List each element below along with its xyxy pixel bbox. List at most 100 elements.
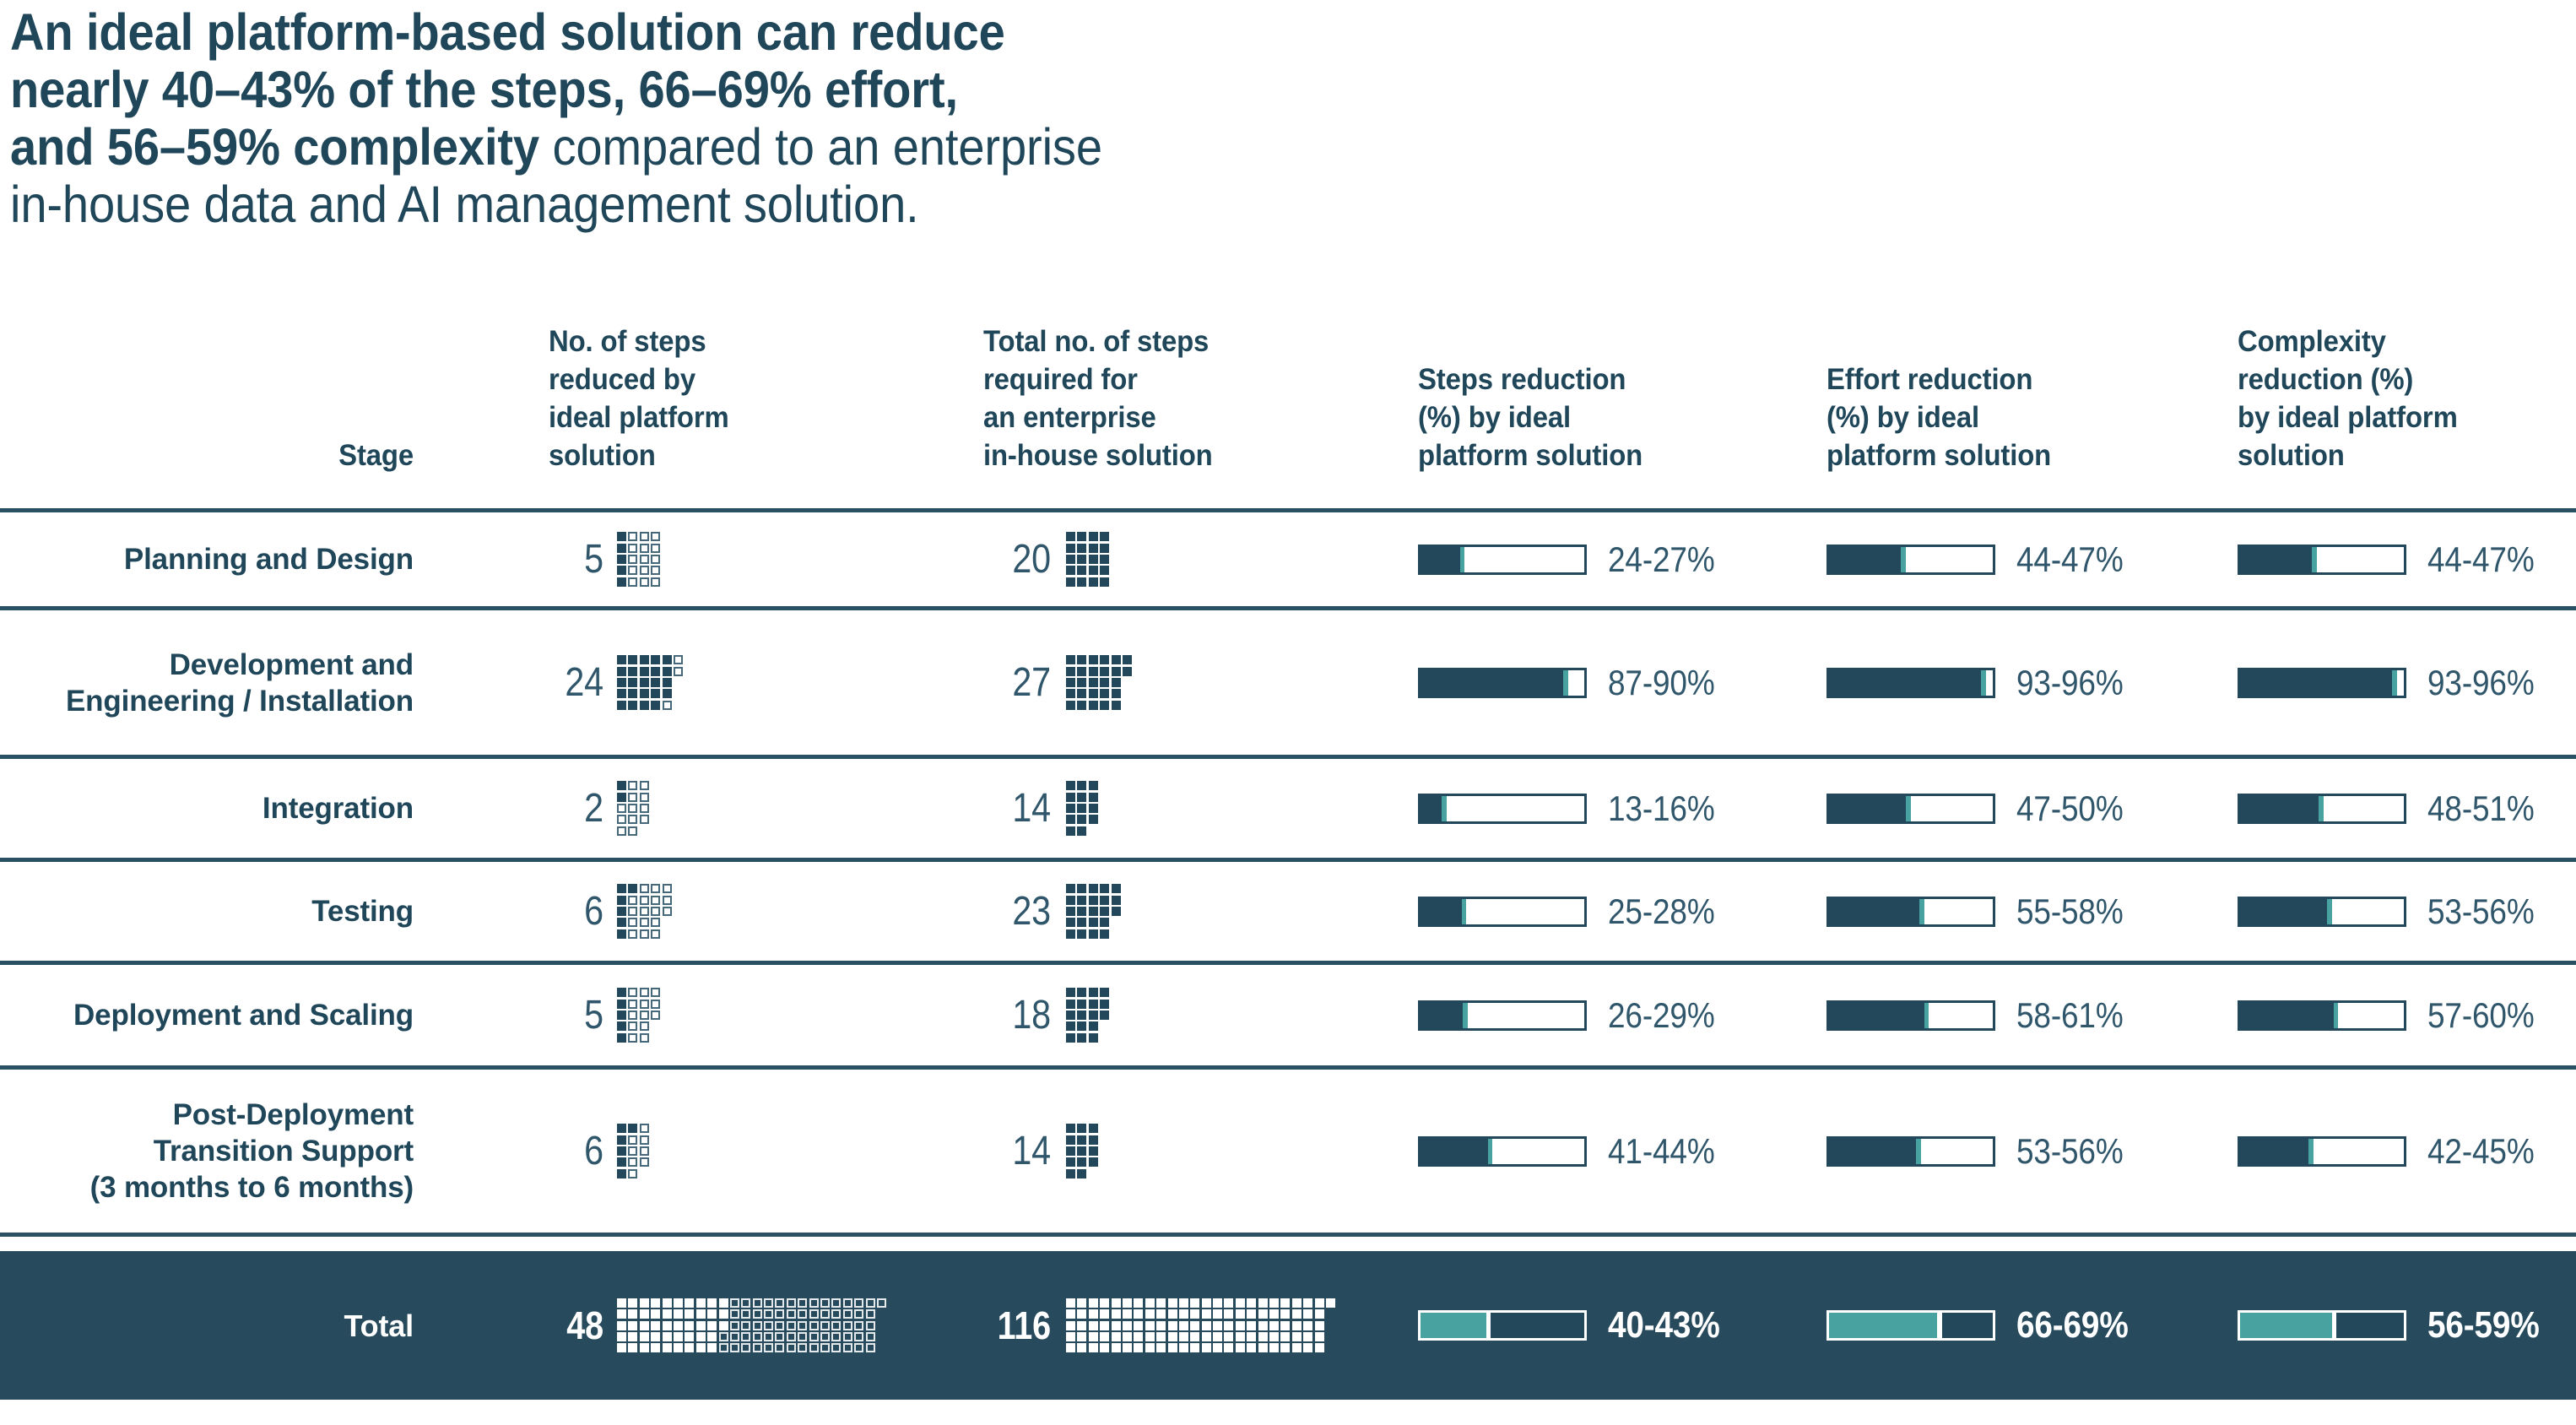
waffle-square bbox=[718, 1298, 728, 1308]
waffle-square bbox=[628, 700, 638, 710]
header-steps-reduction: Steps reduction (%) by ideal platform so… bbox=[1418, 363, 1643, 472]
title-bold-text: nearly 40–43% of the steps, 66–69% effor… bbox=[10, 61, 958, 118]
waffle-square bbox=[628, 895, 638, 905]
steps-total-cell: 18 bbox=[971, 965, 1110, 1065]
waffle-square bbox=[820, 1309, 831, 1319]
waffle-square bbox=[617, 929, 626, 939]
waffle-square bbox=[639, 666, 649, 676]
bar-segment-low bbox=[1421, 669, 1563, 696]
steps-total-value: 27 bbox=[1012, 660, 1051, 705]
waffle-square bbox=[662, 678, 672, 687]
title-bold-text: and 56–59% complexity bbox=[10, 118, 540, 176]
waffle-square bbox=[639, 918, 649, 928]
waffle-square bbox=[639, 1011, 649, 1020]
title-regular-text: compared to an enterprise bbox=[539, 118, 1102, 176]
waffle-square bbox=[1190, 1331, 1200, 1341]
bar-segment-range bbox=[1461, 898, 1467, 924]
waffle-square bbox=[628, 1135, 638, 1145]
waffle-square bbox=[1066, 804, 1075, 813]
waffle-square bbox=[1100, 907, 1110, 916]
waffle-square bbox=[628, 988, 638, 998]
waffle-square bbox=[628, 655, 638, 665]
waffle-square bbox=[1145, 1298, 1155, 1308]
waffle-square bbox=[628, 999, 638, 1009]
waffle-square bbox=[1247, 1331, 1257, 1341]
waffle-square bbox=[707, 1320, 717, 1330]
waffle-square bbox=[1269, 1309, 1280, 1319]
waffle-square bbox=[639, 1343, 649, 1353]
waffle-square bbox=[718, 1343, 728, 1353]
waffle-square bbox=[639, 700, 649, 710]
waffle-square bbox=[1077, 566, 1087, 576]
waffle-square bbox=[1213, 1298, 1223, 1308]
title-regular-text: in-house data and AI management solution… bbox=[10, 176, 919, 233]
waffle-square bbox=[628, 918, 638, 928]
waffle-square bbox=[1258, 1331, 1268, 1341]
waffle-square bbox=[639, 1157, 649, 1168]
waffle-square bbox=[639, 815, 649, 825]
waffle-square bbox=[1224, 1309, 1234, 1319]
waffle-square bbox=[1111, 1309, 1121, 1319]
waffle-square bbox=[1280, 1331, 1291, 1341]
title-line-1: An ideal platform-based solution can red… bbox=[10, 3, 1102, 61]
waffle-square bbox=[842, 1320, 852, 1330]
waffle-square bbox=[1066, 1157, 1075, 1168]
waffle-square bbox=[695, 1298, 706, 1308]
bar-segment-range bbox=[2331, 1313, 2337, 1338]
steps-reduced-value: 2 bbox=[584, 786, 603, 831]
waffle-square bbox=[1077, 884, 1087, 894]
waffle-square bbox=[1077, 815, 1087, 825]
waffle-square bbox=[651, 566, 661, 576]
steps-total-value: 14 bbox=[1012, 786, 1051, 831]
reduction-table: Stage No. of steps reduced by ideal plat… bbox=[0, 279, 2576, 1400]
waffle-square bbox=[854, 1343, 864, 1353]
effort-reduction-cell: 44-47% bbox=[1826, 512, 2138, 606]
waffle-square bbox=[662, 907, 672, 916]
waffle-square bbox=[1066, 988, 1075, 998]
waffle-square bbox=[1066, 1146, 1075, 1156]
waffle-square bbox=[1100, 577, 1110, 587]
waffle-square bbox=[1224, 1331, 1234, 1341]
waffle-square bbox=[628, 1032, 638, 1043]
waffle-square bbox=[1247, 1309, 1257, 1319]
waffle-square bbox=[662, 1298, 672, 1308]
waffle-square bbox=[1066, 543, 1075, 553]
waffle-square bbox=[865, 1309, 875, 1319]
waffle-square bbox=[628, 815, 638, 825]
waffle-square bbox=[651, 1309, 661, 1319]
waffle-square bbox=[1088, 666, 1098, 676]
waffle-square bbox=[764, 1309, 774, 1319]
waffle-square bbox=[1066, 1331, 1075, 1341]
waffle-square bbox=[1100, 655, 1110, 665]
steps-total-cell: 20 bbox=[971, 512, 1110, 606]
waffle-square bbox=[628, 689, 638, 699]
waffle-square bbox=[1258, 1298, 1268, 1308]
waffle-square bbox=[1100, 1298, 1110, 1308]
waffle-square bbox=[1077, 1309, 1087, 1319]
waffle-square bbox=[752, 1331, 762, 1341]
waffle-square bbox=[1077, 1032, 1087, 1043]
steps-total-value: 20 bbox=[1012, 537, 1051, 582]
waffle-square bbox=[651, 543, 661, 553]
waffle-square bbox=[1088, 988, 1098, 998]
title-line-3: and 56–59% complexity compared to an ent… bbox=[10, 118, 1102, 176]
waffle-square bbox=[617, 543, 626, 553]
waffle-square bbox=[1111, 1331, 1121, 1341]
waffle-square bbox=[1077, 1168, 1087, 1178]
steps-total-value: 18 bbox=[1012, 993, 1051, 1038]
title-line-2: nearly 40–43% of the steps, 66–69% effor… bbox=[10, 61, 1102, 118]
waffle-square bbox=[639, 1298, 649, 1308]
waffle-square bbox=[718, 1309, 728, 1319]
waffle-square bbox=[628, 1343, 638, 1353]
waffle-square bbox=[798, 1309, 808, 1319]
waffle-square bbox=[617, 1168, 626, 1178]
waffle-square bbox=[639, 678, 649, 687]
waffle-square bbox=[1122, 655, 1132, 665]
waffle-square bbox=[628, 884, 638, 894]
waffle-square bbox=[651, 678, 661, 687]
waffle-square bbox=[809, 1331, 819, 1341]
waffle-square bbox=[752, 1309, 762, 1319]
waffle-square bbox=[752, 1343, 762, 1353]
bar-segment-range bbox=[2308, 1138, 2314, 1164]
waffle-square bbox=[1111, 884, 1121, 894]
